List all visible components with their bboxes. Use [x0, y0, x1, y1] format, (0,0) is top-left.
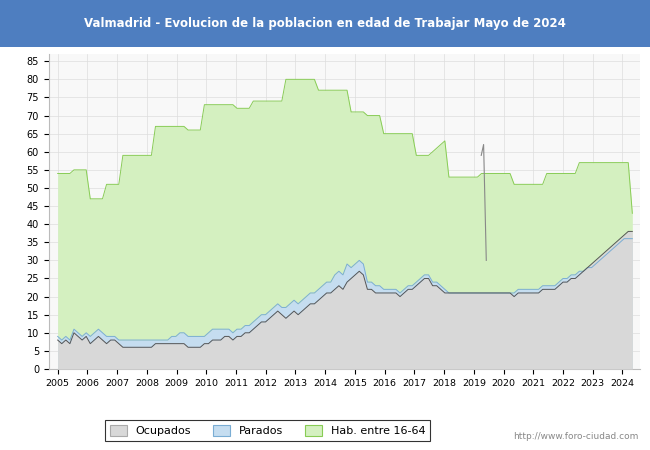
Text: Valmadrid - Evolucion de la poblacion en edad de Trabajar Mayo de 2024: Valmadrid - Evolucion de la poblacion en…: [84, 17, 566, 30]
Legend: Ocupados, Parados, Hab. entre 16-64: Ocupados, Parados, Hab. entre 16-64: [105, 420, 430, 441]
Text: http://www.foro-ciudad.com: http://www.foro-ciudad.com: [514, 432, 639, 441]
